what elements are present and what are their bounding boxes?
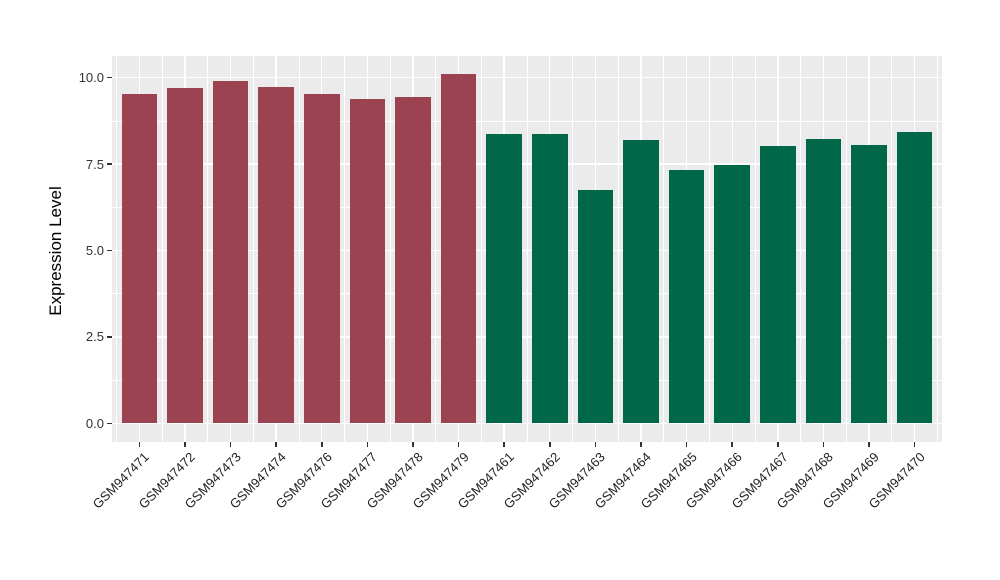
bar-GSM947466 <box>714 164 750 424</box>
bar-GSM947470 <box>896 131 933 424</box>
y-tick-label: 5.0 <box>85 243 104 258</box>
y-tick-mark <box>107 422 112 425</box>
x-tick-mark <box>913 442 916 447</box>
y-tick-mark <box>107 76 112 79</box>
x-tick-mark <box>366 442 369 447</box>
gridline-x-minor <box>344 56 345 442</box>
x-tick-mark <box>184 442 186 447</box>
x-tick-mark <box>457 442 460 447</box>
bar-GSM947465 <box>668 169 705 424</box>
gridline-x-minor <box>161 56 163 442</box>
gridline-x-minor <box>435 56 437 442</box>
y-tick-label: 0.0 <box>85 415 104 431</box>
y-tick-mark <box>107 163 112 165</box>
x-tick-mark <box>412 442 414 447</box>
bar-GSM947479 <box>440 74 477 424</box>
x-tick-mark <box>138 442 141 447</box>
bar-GSM947476 <box>304 94 340 424</box>
bar-GSM947463 <box>577 189 614 424</box>
gridline-x-minor <box>207 56 209 442</box>
gridline-x-minor <box>252 56 254 442</box>
x-tick-mark <box>822 442 825 447</box>
bar-GSM947462 <box>532 134 568 424</box>
gridline-x-minor <box>754 56 756 442</box>
x-tick-mark <box>685 442 688 447</box>
y-tick-label: 7.5 <box>85 156 104 172</box>
y-tick-label: 2.5 <box>85 329 104 345</box>
bar-GSM947461 <box>486 134 522 424</box>
bar-GSM947474 <box>258 87 294 424</box>
gridline-x-minor <box>116 56 117 442</box>
gridline-x-minor <box>800 56 802 442</box>
x-tick-mark <box>321 442 323 447</box>
x-tick-mark <box>640 442 642 447</box>
gridline-x-minor <box>937 56 938 442</box>
x-tick-mark <box>868 442 870 447</box>
bar-GSM947467 <box>760 146 796 424</box>
bar-GSM947477 <box>349 98 386 424</box>
gridline-x-minor <box>891 56 893 442</box>
x-tick-mark <box>229 442 232 447</box>
x-tick-mark <box>275 442 277 447</box>
x-tick-mark <box>594 442 597 447</box>
gridline-x-minor <box>526 56 528 442</box>
y-tick-mark <box>107 336 112 338</box>
bar-GSM947469 <box>851 144 887 424</box>
bar-GSM947478 <box>395 97 431 424</box>
gridline-x-minor <box>709 56 710 442</box>
gridline-x-minor <box>389 56 391 442</box>
y-tick-mark <box>107 249 112 252</box>
bar-GSM947471 <box>121 94 158 424</box>
bar-GSM947464 <box>623 139 659 424</box>
y-tick-label: 10.0 <box>78 70 104 86</box>
bar-GSM947468 <box>805 139 842 424</box>
x-tick-mark <box>777 442 779 447</box>
bar-GSM947472 <box>167 88 203 424</box>
bar-GSM947473 <box>212 81 249 424</box>
gridline-x-minor <box>480 56 482 442</box>
gridline-x-minor <box>663 56 665 442</box>
gridline-x-minor <box>845 56 847 442</box>
x-tick-mark <box>549 442 551 447</box>
gridline-x-minor <box>298 56 300 442</box>
x-tick-mark <box>731 442 733 447</box>
gridline-x-minor <box>617 56 619 442</box>
x-tick-mark <box>503 442 505 447</box>
gridline-x-minor <box>572 56 573 442</box>
